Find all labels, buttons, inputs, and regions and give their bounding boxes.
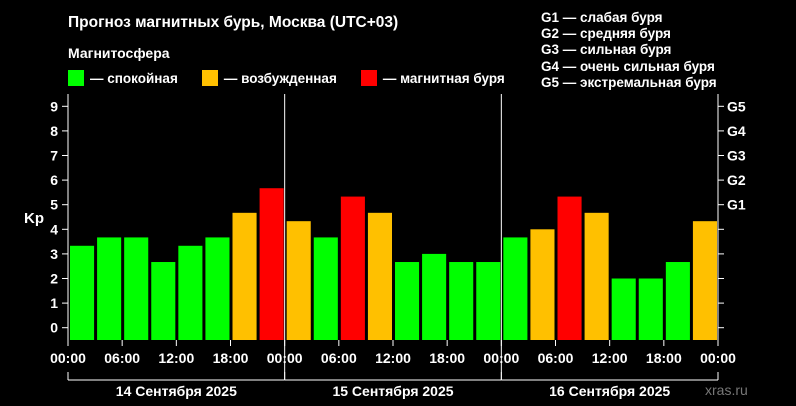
legend: — спокойная — возбужденная — магнитная б… [68,70,529,86]
x-tick-label: 00:00 [50,350,86,366]
day-label: 14 Сентября 2025 [116,383,237,399]
g-tick-label: G5 [727,98,746,114]
g-level-5: G5 — экстремальная буря [541,74,717,90]
kp-bar [638,278,663,340]
watermark: xras.ru [705,382,748,398]
g-tick-label: G1 [727,197,746,213]
x-tick-label: 06:00 [321,350,357,366]
kp-bar [395,262,420,340]
kp-bar [151,262,176,340]
legend-item-quiet: — спокойная [68,70,178,86]
x-tick-label: 00:00 [483,350,519,366]
kp-bar [232,212,257,340]
y-tick-label: 5 [50,197,58,213]
kp-bar [340,196,365,340]
legend-swatch-quiet [68,70,84,86]
legend-item-active: — возбужденная [201,70,337,86]
y-tick-label: 6 [50,172,58,188]
g-tick-label: G3 [727,148,746,164]
y-tick-label: 3 [50,246,58,262]
kp-bar [313,237,338,340]
x-tick-label: 18:00 [646,350,682,366]
x-tick-label: 00:00 [267,350,303,366]
x-tick-label: 12:00 [592,350,628,366]
kp-bar [178,245,203,340]
g-level-1: G1 — слабая буря [541,10,663,25]
kp-bar [97,237,122,340]
kp-bar [286,221,311,340]
g-level-2: G2 — средняя буря [541,26,671,42]
day-label: 16 Сентября 2025 [549,383,670,399]
magnetosphere-subtitle: Магнитосфера [68,45,170,61]
x-tick-label: 18:00 [213,350,249,366]
y-tick-label: 7 [50,148,58,164]
y-tick-label: 9 [50,98,58,114]
x-tick-label: 06:00 [538,350,574,366]
legend-label-quiet: — спокойная [90,70,178,86]
kp-bar [611,278,636,340]
x-tick-label: 12:00 [158,350,194,366]
legend-swatch-active [201,70,218,86]
y-tick-label: 0 [50,320,58,336]
kp-bar [557,196,582,340]
kp-bar [449,262,474,340]
kp-bar [70,245,95,340]
x-tick-label: 18:00 [429,350,465,366]
legend-swatch-storm [360,70,377,86]
legend-label-storm: — магнитная буря [382,70,505,86]
kp-bar [503,237,528,340]
x-tick-label: 00:00 [700,350,736,366]
kp-bar [259,188,284,340]
y-tick-label: 2 [50,271,58,287]
kp-bar [665,262,690,340]
legend-label-active: — возбужденная [223,70,337,86]
kp-bar [367,212,392,340]
day-label: 15 Сентября 2025 [332,383,453,399]
kp-bar [476,262,501,340]
kp-bar [422,253,447,340]
g-tick-label: G4 [727,123,746,139]
kp-bar [205,237,230,340]
chart-title: Прогноз магнитных бурь, Москва (UTC+03) [68,14,399,31]
kp-bar [530,229,555,340]
y-axis-label: Kp [24,210,44,227]
y-tick-label: 8 [50,123,58,139]
kp-bar [124,237,149,340]
y-tick-label: 1 [50,295,58,311]
g-level-key: G1 — слабая буря G2 — средняя буря G3 — … [541,10,717,91]
x-tick-label: 12:00 [375,350,411,366]
x-tick-label: 06:00 [104,350,140,366]
y-tick-label: 4 [50,221,58,237]
g-tick-label: G2 [727,172,746,188]
kp-bar [584,212,609,340]
g-level-4: G4 — очень сильная буря [541,58,715,74]
legend-item-storm: — магнитная буря [360,70,505,86]
g-level-3: G3 — сильная буря [541,42,672,58]
kp-bar [692,221,717,340]
